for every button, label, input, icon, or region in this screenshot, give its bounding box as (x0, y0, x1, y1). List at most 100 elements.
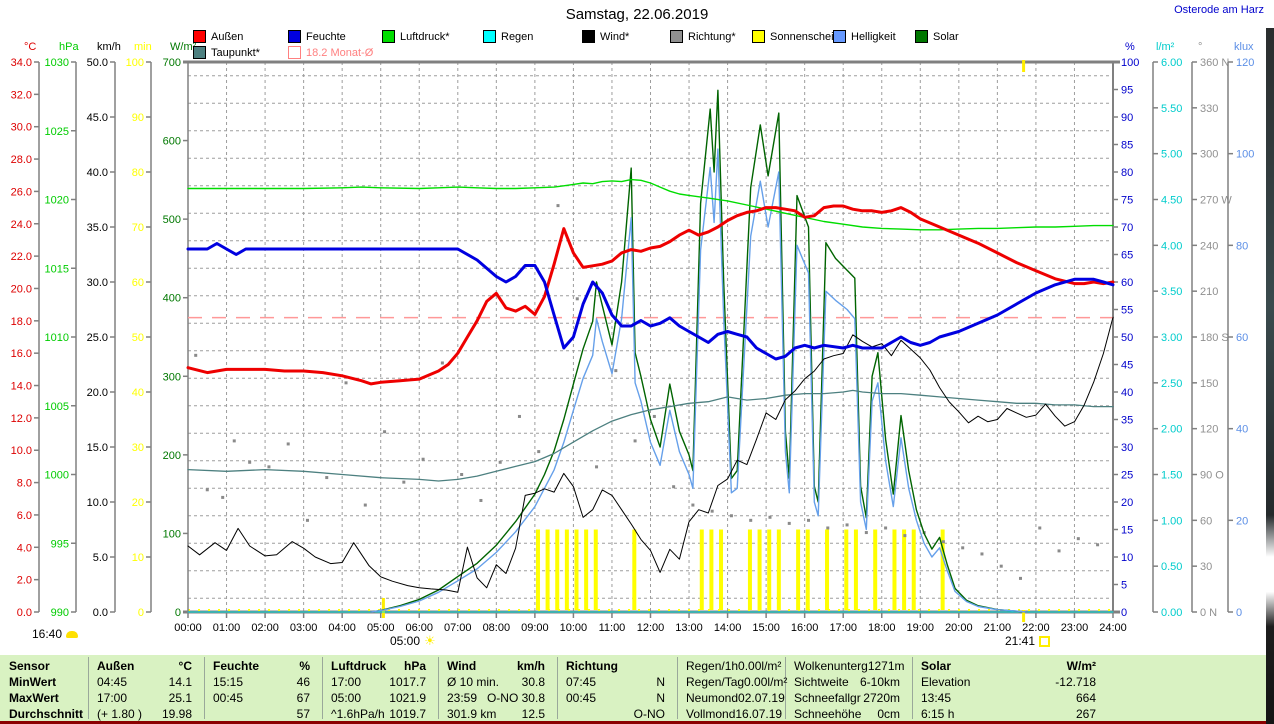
svg-text:10:00: 10:00 (560, 622, 588, 634)
svg-text:95: 95 (1121, 85, 1133, 97)
svg-text:360 N: 360 N (1200, 57, 1229, 69)
svg-text:20: 20 (132, 497, 144, 509)
legend-item-regen[interactable]: Regen (483, 30, 533, 43)
svg-text:24:00: 24:00 (1099, 622, 1127, 634)
axis-header-wind: km/h (97, 41, 121, 53)
svg-text:34.0: 34.0 (11, 57, 32, 69)
svg-text:20.0: 20.0 (11, 283, 32, 295)
legend-label: Sonnenschein (770, 30, 840, 43)
svg-text:35.0: 35.0 (87, 222, 108, 234)
svg-text:1015: 1015 (45, 263, 69, 275)
table-separator (912, 657, 913, 719)
axis-wind: km/h 50.0 45.0 40.0 35.0 30.0 25.0 20.0 15.0 10.0… (87, 41, 121, 619)
legend-item-taupunkt-[interactable]: Taupunkt* (193, 46, 260, 59)
axis-solar: W/m² 700 600 500 400 300 200 100 0 (163, 41, 197, 619)
sunset-square-icon (1039, 635, 1051, 647)
cell-value: 30.8 (521, 675, 545, 689)
cell-value: O-NO (633, 707, 665, 721)
svg-text:09:00: 09:00 (521, 622, 549, 634)
svg-text:50: 50 (1121, 332, 1133, 344)
legend-item-sonnenschein[interactable]: Sonnenschein (752, 30, 840, 43)
sunrise-sun-icon: ☀ (424, 633, 436, 648)
legend-item-feuchte[interactable]: Feuchte (288, 30, 346, 43)
weather-chart: °C 34.0 32.0 30.0 28.0 26.0 24.0 22.0 20.0 18.0 16… (11, 41, 1255, 634)
time-left-note: 16:40 (32, 627, 79, 641)
svg-text:21:00: 21:00 (984, 622, 1012, 634)
svg-text:40: 40 (1236, 424, 1248, 436)
svg-text:16:00: 16:00 (791, 622, 819, 634)
sunrise-time-label: 05:00 (390, 634, 421, 648)
sunset-note: 21:41 (1005, 634, 1051, 648)
series-solar (370, 89, 1028, 613)
legend-swatch-icon (582, 30, 595, 43)
svg-text:50: 50 (132, 332, 144, 344)
svg-text:06:00: 06:00 (405, 622, 433, 634)
legend-item-richtung-[interactable]: Richtung* (670, 30, 736, 43)
svg-text:180 S: 180 S (1200, 332, 1229, 344)
cell-value: N (656, 675, 665, 689)
legend-label: Feuchte (306, 30, 346, 43)
col-unit: km/h (516, 659, 545, 673)
svg-text:10: 10 (1121, 552, 1133, 564)
svg-text:26.0: 26.0 (11, 186, 32, 198)
sunset-time-label: 21:41 (1005, 634, 1036, 648)
table-col-solar: Solar W/m² Elevation -12.718 13:45 664 6:15 h 2… (912, 655, 1108, 721)
legend-item-18-2-monat-[interactable]: 18.2 Monat-Ø (288, 46, 373, 59)
svg-text:2.50: 2.50 (1161, 378, 1182, 390)
svg-text:08:00: 08:00 (483, 622, 511, 634)
cell-value: 57 (296, 707, 310, 721)
cell-label: Vollmond (686, 707, 736, 721)
legend-item-solar[interactable]: Solar (915, 30, 959, 43)
cell-label: Sichtweite (794, 675, 849, 689)
svg-text:32.0: 32.0 (11, 89, 32, 101)
legend-swatch-icon (833, 30, 846, 43)
cell-time: 301.9 km (447, 707, 497, 721)
legend-swatch-icon (288, 30, 301, 43)
axis-klux: klux 120 100 80 60 40 20 0 (1227, 41, 1254, 619)
svg-text:300: 300 (1200, 149, 1218, 161)
col-header: Feuchte (213, 659, 260, 673)
cell-value: 0.00l/m² (738, 659, 782, 673)
svg-text:995: 995 (51, 538, 69, 550)
svg-text:04:00: 04:00 (328, 622, 356, 634)
svg-text:40: 40 (132, 387, 144, 399)
svg-text:6.00: 6.00 (1161, 57, 1182, 69)
svg-text:80: 80 (132, 167, 144, 179)
svg-text:35: 35 (1121, 415, 1133, 427)
svg-text:80: 80 (1236, 240, 1248, 252)
svg-text:0.0: 0.0 (93, 607, 108, 619)
svg-text:700: 700 (163, 57, 181, 69)
svg-text:5: 5 (1121, 580, 1127, 592)
svg-text:15:00: 15:00 (752, 622, 780, 634)
series-feuchte (186, 242, 1115, 361)
svg-text:1010: 1010 (45, 332, 69, 344)
svg-text:25.0: 25.0 (87, 332, 108, 344)
svg-text:55: 55 (1121, 305, 1133, 317)
legend-item-wind-[interactable]: Wind* (582, 30, 629, 43)
cell-value: 0.00l/m² (744, 675, 788, 689)
cell-value: 1017.7 (389, 675, 426, 689)
table-separator (557, 657, 558, 719)
svg-text:12:00: 12:00 (637, 622, 665, 634)
col-unit: % (299, 659, 310, 673)
svg-text:13:00: 13:00 (675, 622, 703, 634)
col-header: Luftdruck (331, 659, 387, 673)
time-left-label: 16:40 (32, 627, 63, 641)
legend-item-helligkeit[interactable]: Helligkeit (833, 30, 896, 43)
svg-text:120: 120 (1236, 57, 1254, 69)
legend-swatch-icon (670, 30, 683, 43)
svg-text:85: 85 (1121, 140, 1133, 152)
legend-item-au-en[interactable]: Außen (193, 30, 243, 43)
svg-text:70: 70 (1121, 222, 1133, 234)
svg-text:02:00: 02:00 (251, 622, 279, 634)
cell-time: (+ 1.80 ) (97, 707, 143, 721)
bottom-divider (0, 721, 1274, 724)
legend-label: Regen (501, 30, 534, 43)
legend-item-luftdruck-[interactable]: Luftdruck* (382, 30, 450, 43)
cell-value: 16.07.19 (735, 707, 783, 721)
axis-header-hum: % (1125, 41, 1135, 53)
axis-header-temp: °C (24, 41, 36, 53)
svg-text:2.0: 2.0 (17, 575, 32, 587)
row-label: MinWert (9, 675, 57, 689)
